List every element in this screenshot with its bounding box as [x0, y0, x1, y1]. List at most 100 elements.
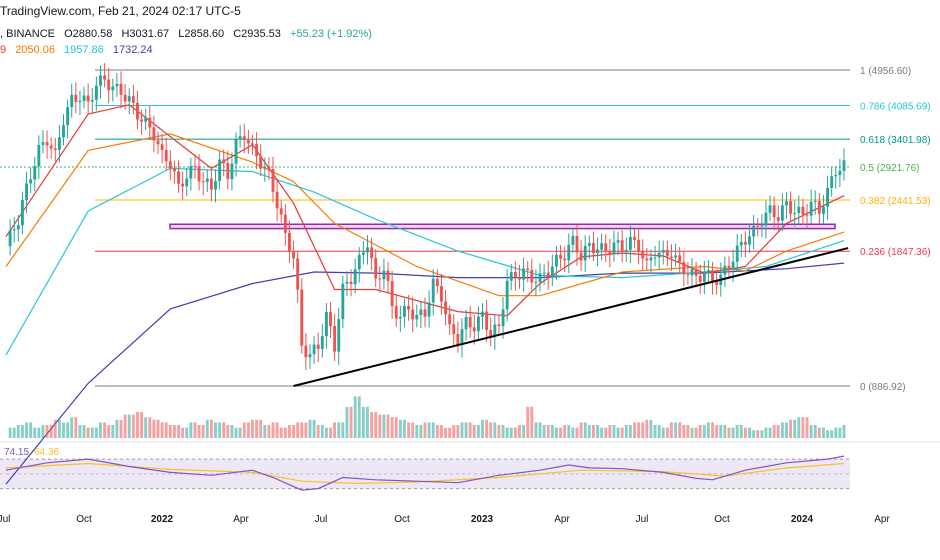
rsi-line [5, 455, 845, 491]
candle-body-92 [382, 270, 386, 280]
candle-body-133 [550, 266, 554, 278]
candle-body-180 [743, 241, 747, 245]
volume-bar-34 [144, 417, 148, 438]
volume-bar-114 [472, 425, 476, 438]
candle-body-50 [209, 178, 213, 190]
candle-body-35 [148, 117, 152, 128]
candle-body-9 [41, 142, 45, 145]
candle-body-3 [16, 225, 20, 230]
volume-bar-176 [727, 427, 731, 438]
candle-body-127 [526, 268, 530, 270]
volume-bar-26 [111, 425, 115, 438]
candle-body-16 [70, 94, 74, 108]
candle-body-128 [530, 269, 534, 283]
volume-bar-50 [209, 419, 213, 438]
x-tick-label-5: Oct [394, 514, 410, 525]
candle-body-21 [90, 99, 94, 102]
candle-body-86 [357, 254, 361, 270]
volume-bar-29 [123, 414, 127, 438]
candle-body-169 [698, 275, 702, 282]
symbol-fragment: , BINANCE [0, 28, 56, 40]
volume-bar-3 [16, 425, 20, 438]
volume-bar-91 [378, 414, 382, 438]
candle-body-29 [123, 94, 127, 102]
candle-body-53 [222, 159, 226, 164]
volume-bar-112 [464, 422, 468, 438]
candle-body-130 [538, 273, 542, 282]
candle-body-119 [493, 324, 497, 337]
volume-bar-169 [698, 425, 702, 438]
volume-bar-87 [361, 406, 365, 438]
volume-bar-60 [251, 419, 254, 438]
volume-bar-154 [637, 422, 641, 438]
volume-bar-203 [838, 427, 842, 438]
candle-body-165 [682, 261, 686, 275]
candle-body-58 [242, 136, 246, 141]
volume-bar-123 [509, 427, 513, 438]
volume-bar-32 [136, 412, 139, 438]
x-tick-label-2: 2022 [151, 514, 174, 525]
candle-body-52 [218, 159, 222, 182]
candle-body-71 [296, 258, 300, 290]
volume-bar-140 [579, 422, 583, 438]
x-tick-label-3: Apr [233, 514, 249, 525]
candle-body-61 [255, 144, 259, 157]
candle-body-121 [501, 309, 505, 327]
volume-bar-45 [189, 422, 193, 438]
volume-bar-89 [370, 412, 374, 438]
candle-body-145 [600, 243, 604, 250]
volume-bar-187 [772, 425, 776, 438]
candle-body-70 [292, 251, 295, 259]
candle-body-102 [423, 309, 427, 317]
candle-body-59 [246, 140, 250, 144]
candle-body-156 [645, 258, 649, 261]
volume-bar-162 [670, 422, 673, 438]
candle-body-184 [760, 225, 764, 227]
volume-bar-25 [107, 425, 111, 438]
candle-body-197 [813, 201, 817, 203]
candle-body-149 [616, 240, 620, 243]
volume-bar-196 [809, 425, 813, 438]
candle-body-56 [234, 139, 238, 164]
candle-body-158 [653, 257, 657, 259]
candle-body-141 [583, 245, 587, 261]
candle-body-181 [748, 236, 751, 245]
volume-bar-184 [760, 430, 764, 438]
candle-body-185 [764, 212, 768, 226]
candle-body-112 [464, 317, 468, 330]
candle-body-96 [398, 316, 402, 319]
candle-body-126 [522, 268, 526, 280]
x-tick-label-1: Oct [76, 514, 92, 525]
candle-body-114 [472, 327, 476, 332]
volume-bar-149 [616, 427, 620, 438]
ohlc-open: O2880.58 [64, 28, 113, 40]
candle-body-171 [707, 270, 710, 274]
volume-bar-81 [337, 422, 341, 438]
candle-body-110 [456, 334, 460, 345]
candle-body-26 [111, 86, 115, 91]
volume-bar-178 [735, 425, 739, 438]
volume-bar-8 [37, 427, 41, 438]
volume-bar-69 [288, 425, 291, 438]
candle-body-122 [505, 280, 509, 310]
volume-bar-54 [226, 425, 230, 438]
volume-bar-82 [341, 422, 345, 438]
volume-bar-170 [702, 425, 706, 438]
candle-body-192 [793, 213, 797, 215]
volume-bar-113 [468, 422, 472, 438]
candle-body-138 [571, 235, 575, 245]
volume-bar-172 [711, 422, 714, 438]
candle-body-82 [341, 283, 345, 320]
x-tick-label-0: Jul [0, 514, 10, 525]
candle-body-1 [8, 230, 12, 247]
volume-bar-96 [398, 419, 402, 438]
candle-body-101 [419, 309, 423, 315]
fib-label-4: 0.382 (2441.53) [860, 196, 931, 207]
candle-body-90 [374, 258, 378, 279]
candle-body-107 [444, 301, 447, 315]
volume-bar-7 [33, 427, 37, 438]
candle-body-63 [263, 166, 267, 169]
candle-body-131 [542, 272, 546, 274]
candle-body-136 [563, 258, 567, 261]
ohlc-low: L2858.60 [178, 28, 225, 40]
